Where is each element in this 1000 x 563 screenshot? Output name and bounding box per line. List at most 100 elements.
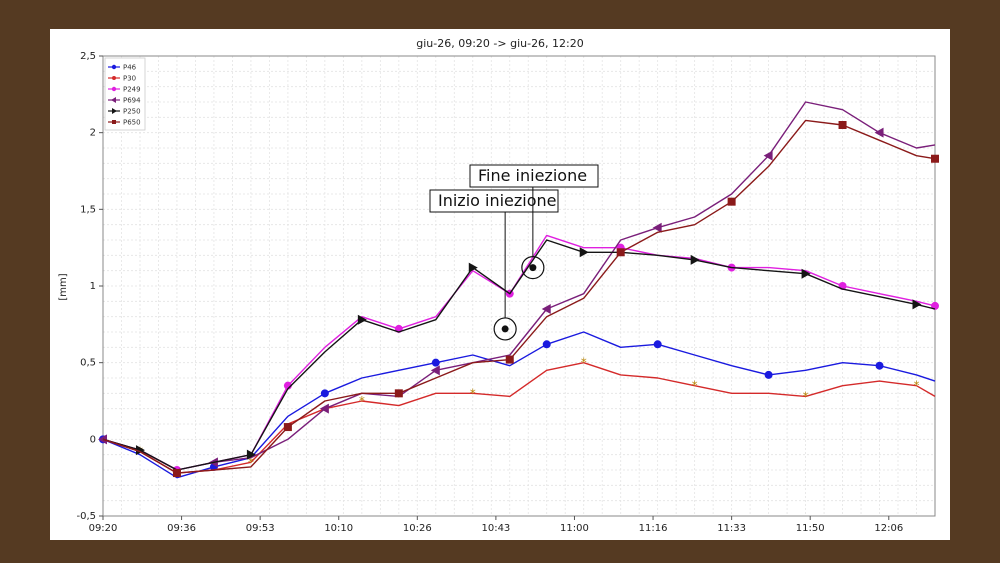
x-tick-label: 10:26 — [403, 523, 432, 534]
series-marker — [246, 449, 256, 460]
series-p650 — [102, 119, 939, 478]
annotation-box — [429, 189, 559, 213]
series-marker — [319, 403, 329, 414]
series-marker — [431, 358, 440, 367]
annotation-circle — [493, 317, 517, 341]
series-marker — [394, 389, 403, 398]
series-marker — [874, 127, 884, 138]
series-marker — [690, 254, 700, 265]
series-p694 — [98, 101, 936, 471]
line-chart: giu-26, 09:20 -> giu-26, 12:20 [mm] -0,5… — [58, 37, 939, 534]
legend-marker — [111, 86, 117, 92]
legend-item: P694 — [108, 97, 141, 105]
chart-title: giu-26, 09:20 -> giu-26, 12:20 — [416, 37, 584, 50]
series-marker: * — [914, 379, 920, 393]
series-marker — [357, 314, 367, 325]
series-marker: * — [470, 386, 476, 400]
series-marker — [616, 248, 625, 257]
series-marker: * — [692, 379, 698, 393]
series-marker — [542, 340, 551, 349]
x-tick-label: 10:43 — [481, 523, 510, 534]
series-marker — [430, 365, 440, 376]
annotation-box — [469, 164, 599, 188]
series-marker — [912, 299, 922, 310]
legend-label: P694 — [123, 97, 141, 105]
legend-label: P650 — [123, 119, 141, 127]
series-line — [102, 101, 936, 471]
x-tick-label: 11:16 — [639, 523, 668, 534]
series-marker: * — [248, 455, 254, 469]
y-tick-label: -0,5 — [76, 511, 96, 522]
annotation-label: Fine iniezione — [478, 166, 587, 185]
series-group: ******** — [98, 101, 939, 479]
series-marker — [727, 197, 736, 206]
x-tick-label: 12:06 — [874, 523, 903, 534]
x-tick-label: 11:50 — [796, 523, 825, 534]
legend-box — [104, 57, 146, 131]
series-marker — [468, 262, 478, 273]
series-marker — [320, 389, 329, 398]
annotation: Inizio iniezione — [429, 189, 559, 341]
legend-marker — [111, 64, 117, 70]
series-marker — [652, 222, 662, 233]
y-tick-label: 1,5 — [80, 204, 96, 215]
legend-item: P46 — [108, 64, 137, 72]
legend-item: P250 — [108, 108, 141, 116]
legend-label: P250 — [123, 108, 141, 116]
series-marker — [135, 445, 145, 456]
x-tick-label: 09:36 — [167, 523, 196, 534]
series-marker: * — [803, 389, 809, 403]
series-line — [102, 362, 936, 474]
legend-item: P30 — [108, 75, 136, 83]
series-marker — [764, 370, 773, 379]
series-line — [102, 119, 936, 474]
series-marker: * — [359, 394, 365, 408]
legend-label: P46 — [123, 64, 137, 72]
x-tick-label: 09:20 — [89, 523, 118, 534]
grid — [102, 55, 936, 517]
annotation-label: Inizio iniezione — [438, 191, 557, 210]
series-marker — [541, 304, 551, 314]
legend: P46 P30 P249 P694 P250 P650 — [104, 57, 146, 131]
legend-marker — [111, 97, 116, 103]
legend-item: P249 — [108, 86, 141, 94]
series-marker: * — [581, 356, 587, 370]
x-tick-label: 09:53 — [246, 523, 275, 534]
annotation-dot — [501, 325, 509, 333]
series-marker — [505, 355, 514, 364]
series-p46 — [99, 331, 936, 479]
legend-marker — [112, 108, 117, 114]
y-tick-label: 0,5 — [80, 358, 96, 369]
chart-frame: giu-26, 09:20 -> giu-26, 12:20 [mm] -0,5… — [50, 29, 950, 540]
series-marker — [801, 268, 811, 279]
axes: -0,5 0 0,5 1 1,5 2 2,5 09:20 09:36 09:53 10:10 10:2… — [76, 51, 936, 534]
annotations: Inizio iniezione Fine iniezione — [429, 164, 599, 341]
x-tick-label: 11:00 — [560, 523, 589, 534]
series-marker — [98, 434, 107, 445]
legend-label: P30 — [123, 75, 136, 83]
annotation-dot — [529, 264, 537, 272]
legend-marker — [112, 120, 116, 124]
x-tick-label: 11:33 — [717, 523, 746, 534]
x-tick-label: 10:10 — [324, 523, 353, 534]
series-p250 — [102, 239, 936, 471]
y-tick-label: 0 — [90, 434, 96, 445]
series-line — [102, 239, 936, 471]
series-marker — [838, 121, 847, 129]
legend-marker — [112, 76, 116, 80]
y-tick-label: 2,5 — [80, 51, 96, 62]
y-tick-label: 1 — [90, 281, 96, 292]
series-marker — [283, 423, 292, 432]
annotation: Fine iniezione — [469, 164, 599, 280]
y-tick-label: 2 — [90, 128, 96, 139]
series-marker — [172, 469, 181, 478]
y-axis-label: [mm] — [58, 273, 69, 300]
annotation-circle — [521, 256, 545, 280]
series-line — [102, 331, 936, 479]
series-marker — [579, 247, 589, 258]
series-marker — [763, 150, 773, 161]
series-marker — [931, 154, 939, 163]
series-p249 — [102, 234, 939, 474]
series-marker — [653, 340, 662, 349]
legend-item: P650 — [108, 119, 141, 127]
